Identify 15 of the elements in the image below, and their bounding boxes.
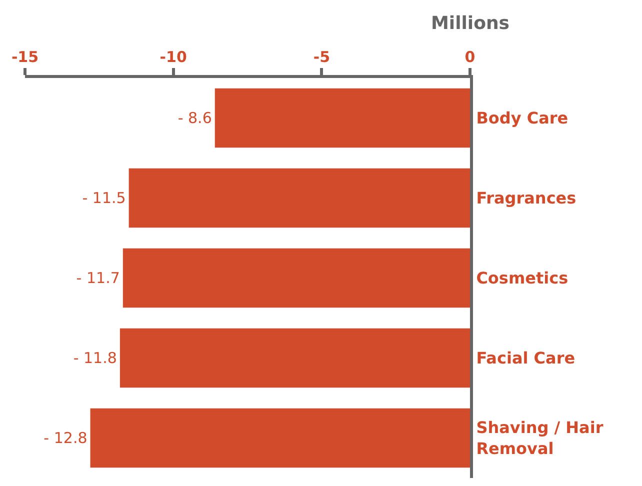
x-tick-label: 0 xyxy=(464,48,476,66)
x-axis-title: Millions xyxy=(431,13,510,34)
y-tick-label: Cosmetics xyxy=(476,268,568,288)
y-tick-label: Body Care xyxy=(476,108,568,128)
y-tick-label: Shaving / Hair Removal xyxy=(476,418,604,458)
x-tick-label: -10 xyxy=(160,48,187,66)
y-tick-label: Fragrances xyxy=(476,188,576,208)
data-label: - 11.5 xyxy=(82,189,126,207)
data-label: - 11.7 xyxy=(76,269,120,287)
data-label: - 8.6 xyxy=(178,109,212,127)
data-label: - 11.8 xyxy=(73,349,117,367)
x-tick-label: -15 xyxy=(11,48,39,66)
y-tick-label: Facial Care xyxy=(476,348,576,368)
x-tick-label: -5 xyxy=(313,48,330,66)
data-label: - 12.8 xyxy=(44,429,88,447)
